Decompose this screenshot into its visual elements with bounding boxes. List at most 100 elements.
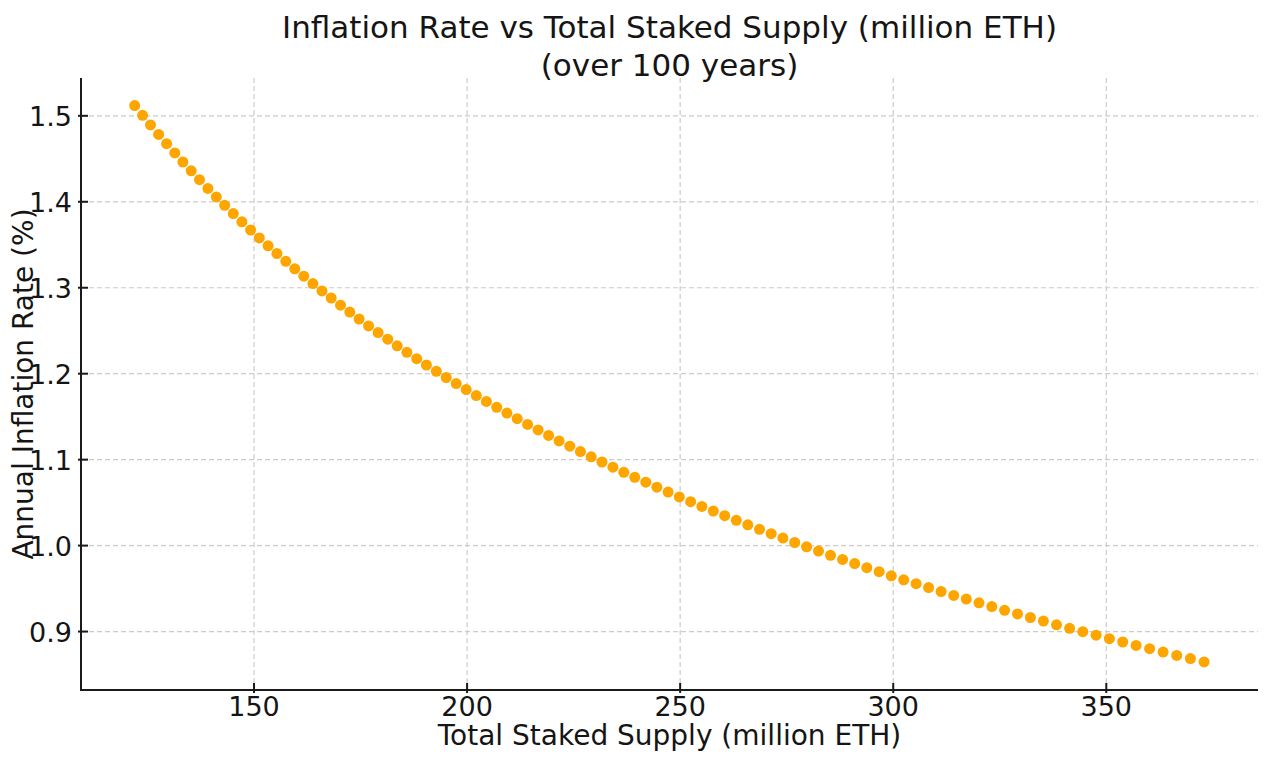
data-point — [1012, 608, 1023, 619]
data-point — [461, 384, 472, 395]
data-point — [421, 360, 432, 371]
x-axis-label: Total Staked Supply (million ETH) — [81, 719, 1258, 752]
data-point — [411, 353, 422, 364]
data-point — [280, 256, 291, 267]
data-point — [936, 586, 947, 597]
data-point — [401, 347, 412, 358]
data-point — [861, 562, 872, 573]
data-point — [481, 396, 492, 407]
data-point — [382, 334, 393, 345]
data-point — [742, 519, 753, 530]
data-point — [271, 248, 282, 259]
data-point — [543, 430, 554, 441]
data-point — [354, 314, 365, 325]
data-point — [1158, 647, 1169, 658]
data-point — [948, 590, 959, 601]
data-point — [1064, 623, 1075, 634]
data-point — [663, 487, 674, 498]
data-point — [874, 566, 885, 577]
data-point — [161, 138, 172, 149]
data-point — [685, 496, 696, 507]
data-point — [731, 515, 742, 526]
data-point — [145, 119, 156, 130]
data-point — [886, 570, 897, 581]
data-point — [431, 366, 442, 377]
data-point — [849, 558, 860, 569]
data-point — [1051, 619, 1062, 630]
data-point — [629, 472, 640, 483]
data-point — [137, 110, 148, 121]
data-point — [777, 533, 788, 544]
data-point — [1025, 612, 1036, 623]
data-point — [289, 263, 300, 274]
data-point — [501, 408, 512, 419]
data-point — [307, 278, 318, 289]
data-point — [719, 510, 730, 521]
data-point — [335, 300, 346, 311]
data-point — [708, 506, 719, 517]
data-point — [186, 165, 197, 176]
y-axis-label: Annual Inflation Rate (%) — [4, 184, 44, 584]
data-point — [586, 451, 597, 462]
x-tick-label: 250 — [654, 691, 706, 722]
data-point — [1199, 656, 1210, 667]
data-point — [789, 537, 800, 548]
x-tick-label: 200 — [441, 691, 493, 722]
data-point — [129, 100, 140, 111]
data-point — [263, 240, 274, 251]
data-point — [923, 582, 934, 593]
data-point — [618, 467, 629, 478]
data-point — [522, 419, 533, 430]
data-point — [837, 554, 848, 565]
data-point — [825, 550, 836, 561]
data-point — [651, 482, 662, 493]
data-point — [491, 402, 502, 413]
data-point — [254, 232, 265, 243]
data-point — [344, 307, 355, 318]
data-point — [441, 372, 452, 383]
data-point — [236, 216, 247, 227]
chart-figure: Inflation Rate vs Total Staked Supply (m… — [0, 0, 1272, 758]
data-point — [696, 501, 707, 512]
data-point — [640, 477, 651, 488]
data-point — [512, 413, 523, 424]
data-point — [298, 271, 309, 282]
data-point — [202, 183, 213, 194]
data-point — [1171, 650, 1182, 661]
plot-area: 1502002503003500.91.01.11.21.31.41.5 — [0, 0, 1272, 758]
data-point — [1144, 643, 1155, 654]
data-point — [392, 340, 403, 351]
data-point — [451, 378, 462, 389]
data-point — [326, 293, 337, 304]
data-point — [554, 435, 565, 446]
data-point — [533, 424, 544, 435]
data-point — [363, 320, 374, 331]
data-point — [245, 225, 256, 236]
data-point — [317, 285, 328, 296]
data-point — [986, 601, 997, 612]
data-point — [219, 200, 230, 211]
data-point — [607, 462, 618, 473]
data-point — [961, 594, 972, 605]
y-tick-label: 0.9 — [29, 617, 72, 648]
data-point — [1091, 630, 1102, 641]
data-point — [1038, 616, 1049, 627]
data-point — [1131, 640, 1142, 651]
data-point — [911, 578, 922, 589]
data-point — [974, 597, 985, 608]
y-tick-label: 1.5 — [29, 101, 72, 132]
data-point — [1185, 653, 1196, 664]
data-point — [1104, 633, 1115, 644]
data-point — [999, 605, 1010, 616]
data-point — [194, 174, 205, 185]
x-tick-label: 150 — [228, 691, 280, 722]
data-point — [177, 157, 188, 168]
data-point — [228, 208, 239, 219]
data-point — [674, 491, 685, 502]
data-point — [801, 541, 812, 552]
data-point — [153, 129, 164, 140]
data-point — [898, 574, 909, 585]
data-point — [169, 147, 180, 158]
data-point — [575, 446, 586, 457]
data-point — [754, 524, 765, 535]
